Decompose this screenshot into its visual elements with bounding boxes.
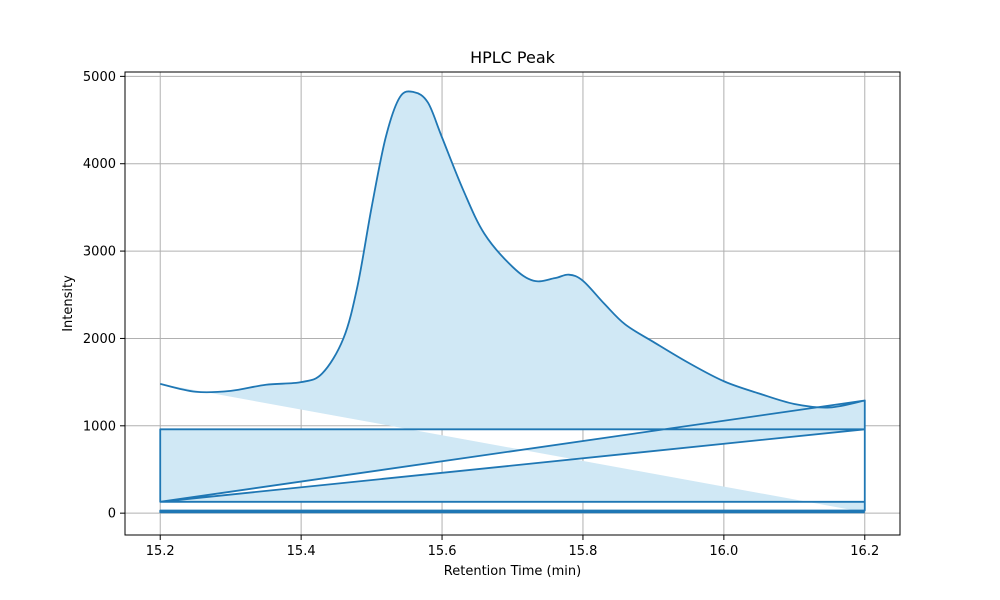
x-tick-label: 16.2 xyxy=(850,544,879,559)
x-axis-label: Retention Time (min) xyxy=(444,564,581,579)
x-tick-label: 16.0 xyxy=(709,544,738,559)
x-tick-label: 15.6 xyxy=(428,544,457,559)
series-line xyxy=(159,90,866,514)
area-fill xyxy=(160,91,865,513)
plot-frame xyxy=(124,71,901,536)
ticks: 15.2 15.4 15.6 15.8 16.0 16.2 0 1000 2000 3000 400… xyxy=(83,70,879,559)
x-tick-label: 15.2 xyxy=(146,544,175,559)
y-tick-label: 2000 xyxy=(83,332,116,347)
x-tick-label: 15.4 xyxy=(287,544,316,559)
y-axis-label: Intensity xyxy=(61,275,76,332)
y-tick-label: 5000 xyxy=(83,70,116,85)
y-tick-label: 3000 xyxy=(83,245,116,260)
chart-title: HPLC Peak xyxy=(470,48,556,67)
y-tick-label: 4000 xyxy=(83,157,116,172)
y-tick-label: 1000 xyxy=(83,419,116,434)
y-tick-label: 0 xyxy=(108,507,116,522)
x-tick-label: 15.8 xyxy=(568,544,597,559)
